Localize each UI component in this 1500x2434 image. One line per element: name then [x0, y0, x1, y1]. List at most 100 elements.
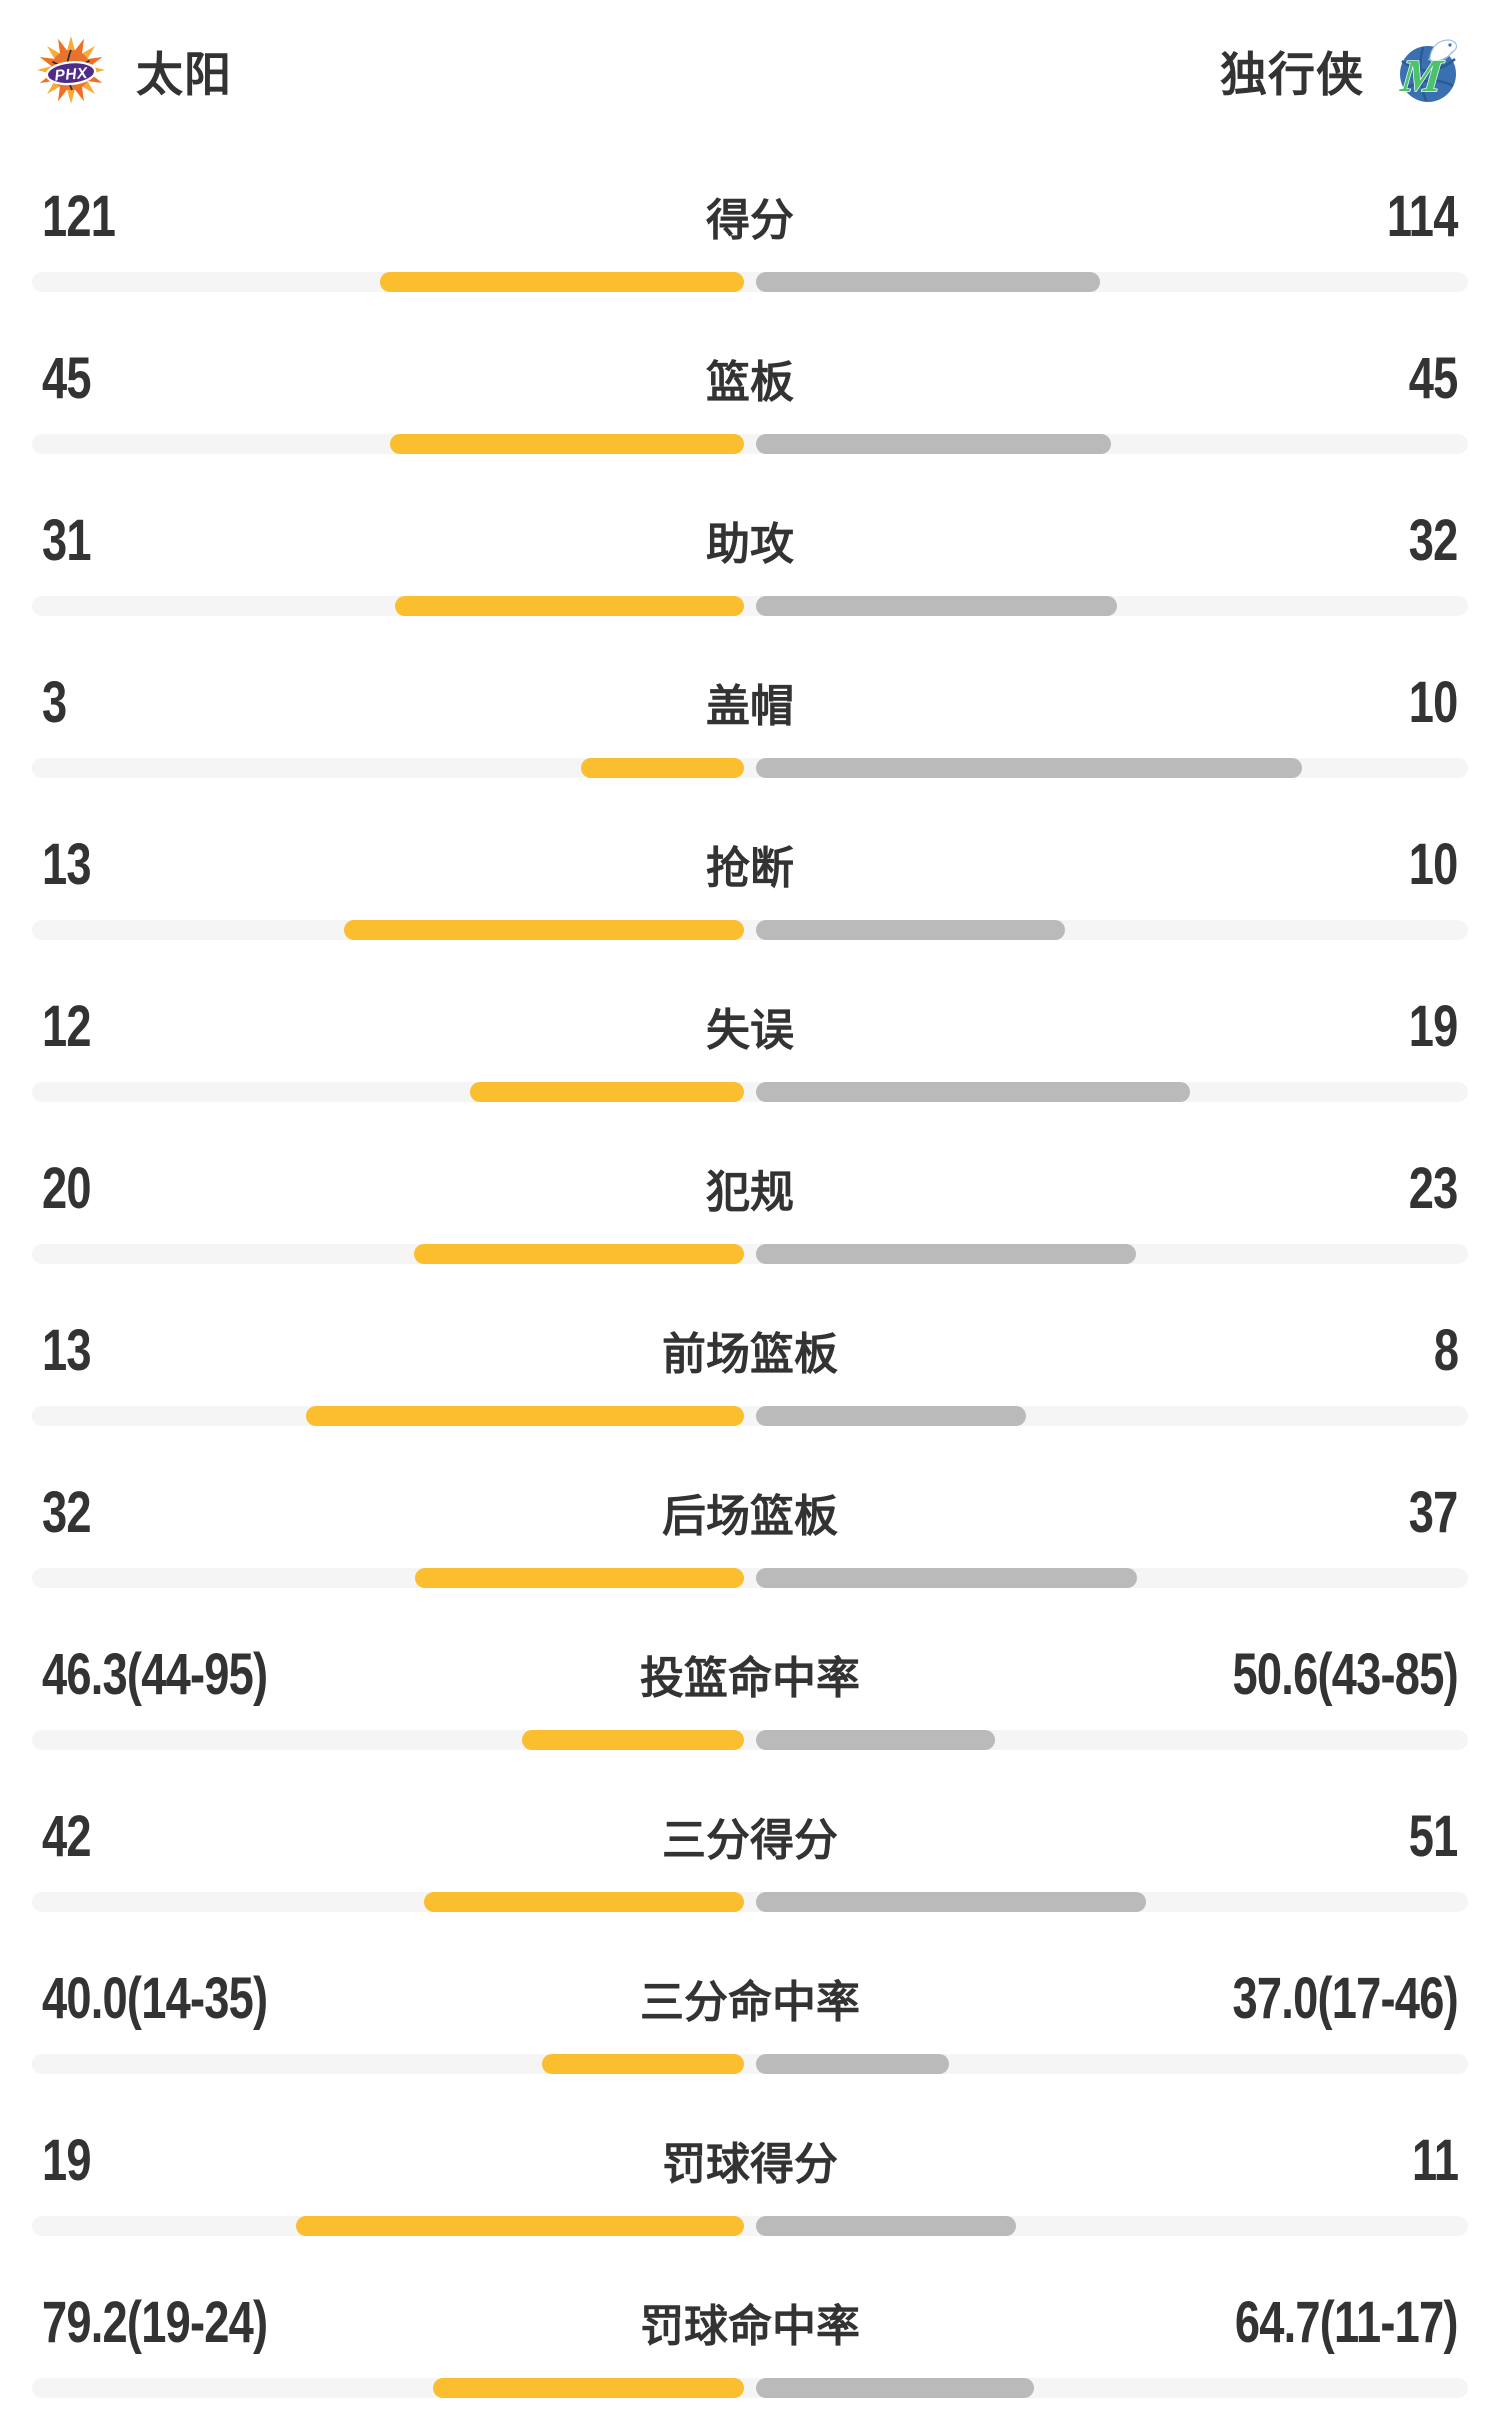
- stat-row-field-goal-pct: 46.3(44-95) 投篮命中率 50.6(43-85): [0, 1618, 1500, 1780]
- home-bar: [389, 434, 745, 454]
- home-value: 13: [42, 1317, 92, 1383]
- away-bar: [756, 1244, 1136, 1264]
- home-value: 40.0(14-35): [42, 1965, 268, 2031]
- stat-row-three-point-pct: 40.0(14-35) 三分命中率 37.0(17-46): [0, 1942, 1500, 2104]
- home-team-name: 太阳: [136, 47, 232, 101]
- home-value: 42: [42, 1803, 92, 1869]
- home-bar: [414, 1244, 745, 1264]
- home-bar: [541, 2054, 745, 2074]
- home-value: 20: [42, 1155, 92, 1221]
- away-bar: [756, 1568, 1137, 1588]
- away-team-header[interactable]: 独行侠 M: [1220, 35, 1464, 105]
- home-bar: [521, 1730, 745, 1750]
- suns-logo-icon: PHX: [36, 35, 106, 105]
- away-value: 11: [1411, 2127, 1459, 2193]
- stat-row-points: 121 得分 114: [0, 160, 1500, 322]
- stat-bar-track: [32, 1568, 1468, 1588]
- stat-row-blocks: 3 盖帽 10: [0, 646, 1500, 808]
- home-value: 3: [42, 669, 67, 735]
- home-bar: [395, 596, 745, 616]
- stat-row-steals: 13 抢断 10: [0, 808, 1500, 970]
- stat-label: 投篮命中率: [640, 1654, 860, 1703]
- stat-label: 犯规: [706, 1168, 794, 1217]
- home-value: 79.2(19-24): [42, 2289, 268, 2355]
- stat-row-free-throw-pct: 79.2(19-24) 罚球命中率 64.7(11-17): [0, 2266, 1500, 2428]
- stat-label: 罚球得分: [662, 2140, 838, 2189]
- stat-row-three-point-points: 42 三分得分 51: [0, 1780, 1500, 1942]
- stat-bar-track: [32, 758, 1468, 778]
- stat-bar-track: [32, 1892, 1468, 1912]
- match-stats-header: PHX 太阳 独行侠 M: [0, 34, 1500, 106]
- away-bar: [756, 1082, 1191, 1102]
- away-value: 45: [1409, 345, 1459, 411]
- stat-label: 后场篮板: [662, 1492, 838, 1541]
- home-bar: [580, 758, 745, 778]
- home-bar: [432, 2378, 745, 2398]
- stat-row-assists: 31 助攻 32: [0, 484, 1500, 646]
- stat-label: 得分: [706, 196, 794, 245]
- home-value: 31: [42, 507, 92, 573]
- home-bar: [343, 920, 745, 940]
- away-bar: [756, 2054, 949, 2074]
- away-value: 114: [1387, 183, 1458, 249]
- home-value: 12: [42, 993, 92, 1059]
- away-value: 32: [1409, 507, 1459, 573]
- home-value: 45: [42, 345, 92, 411]
- home-bar: [470, 1082, 745, 1102]
- stat-label: 罚球命中率: [640, 2302, 860, 2351]
- home-bar: [415, 1568, 745, 1588]
- home-value: 46.3(44-95): [42, 1641, 268, 1707]
- away-bar: [756, 434, 1112, 454]
- stat-bar-track: [32, 1244, 1468, 1264]
- stat-label: 盖帽: [706, 682, 794, 731]
- away-value: 10: [1409, 831, 1459, 897]
- stat-row-free-throw-points: 19 罚球得分 11: [0, 2104, 1500, 2266]
- away-bar: [756, 1730, 995, 1750]
- svg-text:M: M: [1398, 50, 1447, 101]
- away-value: 10: [1409, 669, 1459, 735]
- away-value: 50.6(43-85): [1232, 1641, 1459, 1707]
- stat-row-fouls: 20 犯规 23: [0, 1132, 1500, 1294]
- away-bar: [756, 2378, 1034, 2398]
- away-team-name: 独行侠: [1220, 47, 1364, 101]
- stat-bar-track: [32, 920, 1468, 940]
- away-bar: [756, 920, 1066, 940]
- away-bar: [756, 596, 1117, 616]
- away-value: 37: [1409, 1479, 1459, 1545]
- home-bar: [296, 2216, 745, 2236]
- stat-row-turnovers: 12 失误 19: [0, 970, 1500, 1132]
- stat-label: 三分得分: [662, 1816, 838, 1865]
- stat-label: 三分命中率: [640, 1978, 860, 2027]
- away-bar: [756, 758, 1303, 778]
- team-stats-list: 121 得分 114 45 篮板 45 31 助攻 32: [0, 160, 1500, 2428]
- stat-label: 抢断: [706, 844, 794, 893]
- home-value: 19: [42, 2127, 92, 2193]
- svg-text:PHX: PHX: [54, 65, 90, 85]
- home-bar: [379, 272, 745, 292]
- home-value: 121: [42, 183, 116, 249]
- stat-bar-track: [32, 434, 1468, 454]
- stat-bar-track: [32, 1082, 1468, 1102]
- away-value: 19: [1409, 993, 1459, 1059]
- stat-bar-track: [32, 2216, 1468, 2236]
- away-value: 64.7(11-17): [1235, 2289, 1459, 2355]
- home-value: 13: [42, 831, 92, 897]
- stat-bar-track: [32, 1406, 1468, 1426]
- home-bar: [424, 1892, 745, 1912]
- away-value: 8: [1433, 1317, 1459, 1383]
- home-team-header[interactable]: PHX 太阳: [36, 35, 232, 105]
- away-value: 51: [1409, 1803, 1459, 1869]
- stat-label: 篮板: [706, 358, 794, 407]
- home-value: 32: [42, 1479, 92, 1545]
- stat-label: 助攻: [706, 520, 794, 569]
- stat-label: 前场篮板: [662, 1330, 838, 1379]
- stat-bar-track: [32, 2054, 1468, 2074]
- home-bar: [306, 1406, 745, 1426]
- away-value: 23: [1409, 1155, 1459, 1221]
- away-value: 37.0(17-46): [1232, 1965, 1459, 2031]
- stat-row-offensive-rebounds: 13 前场篮板 8: [0, 1294, 1500, 1456]
- away-bar: [756, 272, 1100, 292]
- stat-label: 失误: [706, 1006, 794, 1055]
- stat-bar-track: [32, 272, 1468, 292]
- stat-bar-track: [32, 596, 1468, 616]
